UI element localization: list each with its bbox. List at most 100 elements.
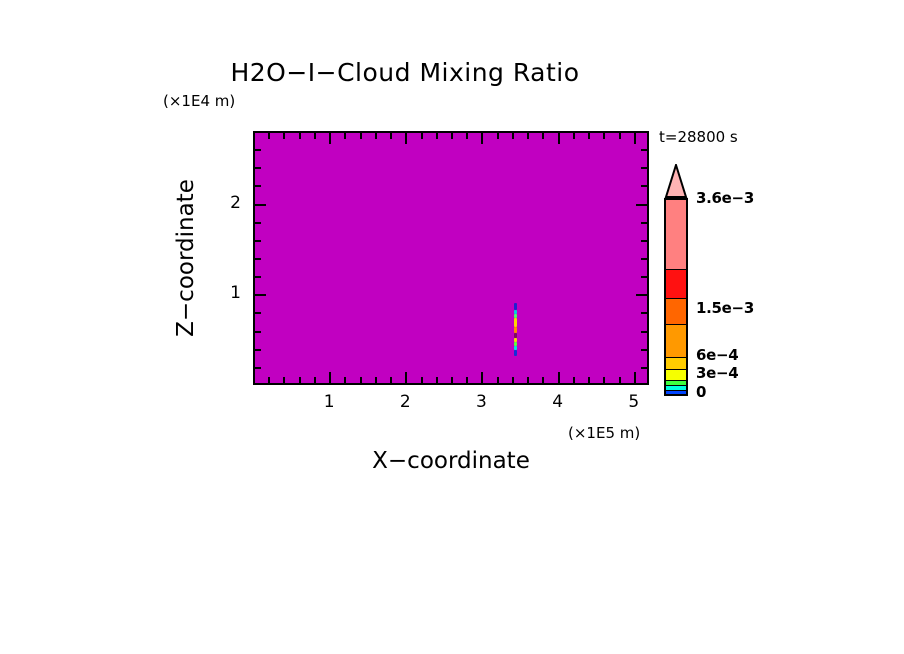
x-major-tick <box>481 372 483 383</box>
x-major-tick <box>405 372 407 383</box>
y-minor-tick-right <box>641 276 647 278</box>
x-minor-tick-top <box>390 133 392 139</box>
x-minor-tick <box>573 377 575 383</box>
x-tick-label: 1 <box>323 392 335 412</box>
y-major-tick-right <box>636 294 647 296</box>
x-major-tick-top <box>405 133 407 144</box>
y-minor-tick <box>255 312 261 314</box>
x-minor-tick <box>466 377 468 383</box>
x-minor-tick <box>512 377 514 383</box>
x-minor-tick-top <box>466 133 468 139</box>
x-minor-tick-top <box>527 133 529 139</box>
x-minor-tick-top <box>497 133 499 139</box>
y-minor-tick <box>255 167 261 169</box>
streak-segment <box>514 332 518 338</box>
x-major-tick-top <box>329 133 331 144</box>
x-axis-title: X−coordinate <box>372 448 530 474</box>
y-minor-tick-right <box>641 312 647 314</box>
streak-segment <box>514 326 518 333</box>
y-minor-tick-right <box>641 367 647 369</box>
x-minor-tick-top <box>375 133 377 139</box>
y-minor-tick <box>255 149 261 151</box>
x-major-tick <box>329 372 331 383</box>
x-minor-tick <box>268 377 270 383</box>
colorbar-segment <box>666 325 686 358</box>
x-minor-tick <box>390 377 392 383</box>
x-minor-tick <box>619 377 621 383</box>
x-minor-tick-top <box>588 133 590 139</box>
y-minor-tick-right <box>641 222 647 224</box>
y-minor-tick-right <box>641 240 647 242</box>
x-major-tick-top <box>634 133 636 144</box>
x-minor-tick <box>497 377 499 383</box>
y-minor-tick <box>255 331 261 333</box>
x-minor-tick-top <box>421 133 423 139</box>
x-minor-tick-top <box>451 133 453 139</box>
x-minor-tick-top <box>603 133 605 139</box>
y-minor-tick-right <box>641 331 647 333</box>
y-minor-tick <box>255 276 261 278</box>
colorbar-segment <box>666 270 686 299</box>
colorbar-arrow-icon <box>664 164 688 198</box>
x-minor-tick-top <box>360 133 362 139</box>
colorbar-tick-label: 6e−4 <box>696 346 739 364</box>
x-minor-tick <box>436 377 438 383</box>
x-minor-tick <box>603 377 605 383</box>
x-minor-tick-top <box>512 133 514 139</box>
streak-segment <box>514 302 518 310</box>
colorbar-segment <box>666 381 686 386</box>
y-minor-tick <box>255 185 261 187</box>
x-minor-tick-top <box>436 133 438 139</box>
y-major-tick-right <box>636 204 647 206</box>
y-minor-tick-right <box>641 258 647 260</box>
x-minor-tick <box>542 377 544 383</box>
x-tick-label: 3 <box>476 392 487 412</box>
colorbar-segment <box>666 370 686 381</box>
x-minor-tick <box>360 377 362 383</box>
x-minor-tick <box>375 377 377 383</box>
x-minor-tick-top <box>314 133 316 139</box>
page-title: H2O−I−Cloud Mixing Ratio <box>230 58 580 87</box>
y-major-tick <box>255 204 266 206</box>
colorbar-tick-label: 3e−4 <box>696 364 739 382</box>
x-minor-tick-top <box>542 133 544 139</box>
streak-segment <box>514 317 518 327</box>
x-minor-tick-top <box>299 133 301 139</box>
colorbar[interactable] <box>664 164 688 396</box>
streak-segment <box>514 341 518 346</box>
x-minor-tick <box>344 377 346 383</box>
y-minor-tick <box>255 222 261 224</box>
x-minor-tick-top <box>268 133 270 139</box>
colorbar-segment <box>666 200 686 270</box>
colorbar-body <box>664 198 688 396</box>
y-minor-tick <box>255 240 261 242</box>
y-axis-title: Z−coordinate <box>173 179 199 337</box>
x-minor-tick <box>283 377 285 383</box>
x-minor-tick <box>421 377 423 383</box>
y-minor-tick-right <box>641 149 647 151</box>
x-tick-label: 4 <box>552 392 564 412</box>
x-tick-label: 2 <box>399 392 411 412</box>
x-minor-tick <box>527 377 529 383</box>
x-major-tick-top <box>481 133 483 144</box>
colorbar-segment <box>666 358 686 370</box>
field-raster <box>255 133 647 383</box>
y-minor-tick <box>255 349 261 351</box>
time-annotation: t=28800 s <box>659 128 738 146</box>
y-minor-tick <box>255 258 261 260</box>
colorbar-segment <box>666 299 686 325</box>
x-minor-tick <box>314 377 316 383</box>
colorbar-tick-label: 3.6e−3 <box>696 189 754 207</box>
y-axis-units-label: (×1E4 m) <box>163 92 236 110</box>
streak-segment <box>514 337 518 342</box>
plot-area[interactable] <box>253 131 649 385</box>
y-minor-tick-right <box>641 349 647 351</box>
y-major-tick <box>255 294 266 296</box>
x-minor-tick <box>451 377 453 383</box>
x-major-tick-top <box>558 133 560 144</box>
streak-segment <box>514 349 518 356</box>
colorbar-tick-label: 0 <box>696 383 707 401</box>
streak-segment <box>514 345 518 350</box>
y-minor-tick-right <box>641 185 647 187</box>
